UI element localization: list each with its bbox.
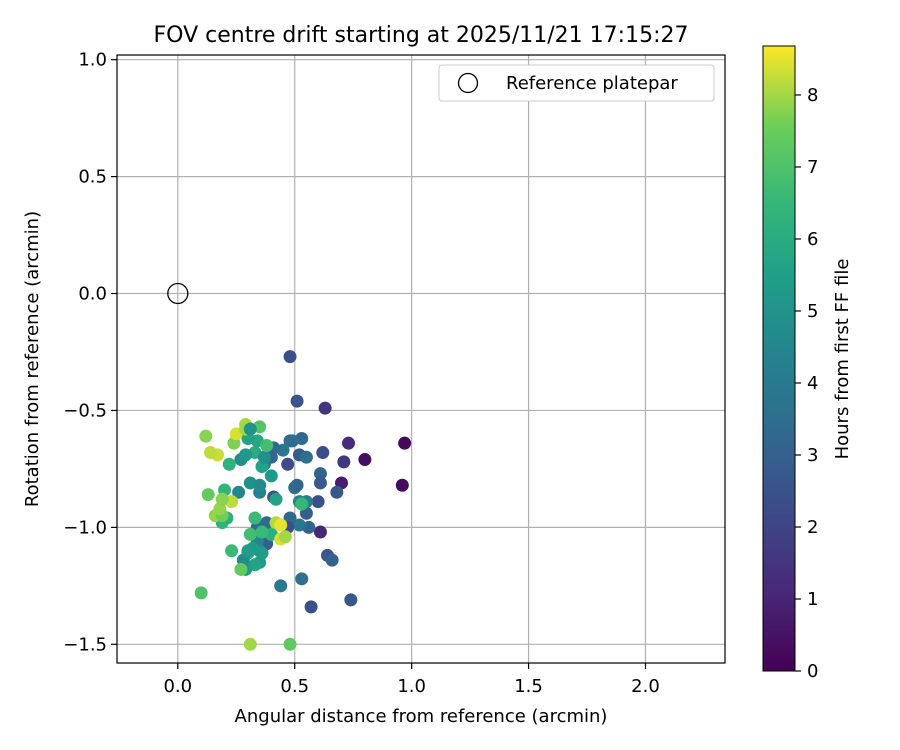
data-point [313,476,327,490]
data-point [316,446,330,460]
data-point [304,600,318,614]
data-point [278,530,292,544]
data-point [255,525,269,539]
legend-label-reference: Reference platepar [506,73,678,94]
plot-frame [116,54,726,664]
data-point [313,467,327,481]
colorbar-tick-label: 2 [807,517,818,538]
reference-platepar-marker [167,282,189,305]
data-point [241,544,255,558]
colorbar [762,45,796,672]
data-point [283,350,297,364]
data-point [358,453,372,467]
data-point [290,478,304,492]
data-point [290,394,304,408]
colorbar-tick-label: 8 [807,85,818,106]
data-point [398,436,412,450]
colorbar-tick-label: 1 [807,589,818,610]
data-point [264,469,278,483]
legend-box [438,64,715,102]
x-tick-label: 0.0 [163,676,192,697]
data-point [201,488,215,502]
data-point [253,478,267,492]
y-axis-label: Rotation from reference (arcmin) [22,211,43,507]
data-point [255,546,269,560]
data-point [204,446,218,460]
data-point [281,457,295,471]
data-point [313,525,327,539]
y-axis-ticks: −1.5 −1.0 −0.5 0.0 0.5 1.0 [63,50,117,655]
data-point [199,429,213,443]
data-point [194,586,208,600]
data-point [243,527,257,541]
data-point [311,495,325,509]
x-tick-label: 1.0 [397,676,426,697]
x-tick-label: 1.5 [514,676,543,697]
data-point [274,518,288,532]
legend-marker-reference [457,72,479,94]
data-points [194,350,412,651]
plot-area [117,55,725,663]
data-point [215,492,229,506]
y-tick-label: −1.5 [63,634,107,655]
colorbar-tick-label: 7 [807,157,818,178]
data-point [283,637,297,651]
data-point [330,485,344,499]
data-point [232,485,246,499]
data-point [395,478,409,492]
data-point [239,448,253,462]
x-axis-ticks: 0.0 0.5 1.0 1.5 2.0 [163,663,660,697]
y-tick-label: 0.0 [78,284,107,305]
x-tick-label: 0.5 [280,676,309,697]
data-point [269,492,283,506]
colorbar-tick-label: 4 [807,373,818,394]
data-point [299,450,313,464]
data-point [234,562,248,576]
data-point [243,637,257,651]
data-point [260,439,274,453]
reference-marker-group [167,282,189,305]
x-axis-label: Angular distance from reference (arcmin) [235,706,608,727]
y-tick-label: −1.0 [63,517,107,538]
data-point [295,572,309,586]
data-point [325,553,339,567]
data-point [248,511,262,525]
colorbar-tick-label: 0 [807,661,818,682]
colorbar-tick-label: 3 [807,445,818,466]
data-point [295,497,309,511]
y-tick-label: 0.5 [78,167,107,188]
data-point [344,593,358,607]
data-point [342,436,356,450]
chart-title: FOV centre drift starting at 2025/11/21 … [154,23,689,48]
data-point [285,434,299,448]
data-point [225,544,239,558]
x-tick-label: 2.0 [631,676,660,697]
colorbar-label: Hours from first FF file [832,259,853,460]
data-point [274,579,288,593]
data-point [257,450,271,464]
data-point [222,457,236,471]
y-tick-label: 1.0 [78,50,107,71]
data-point [243,422,257,436]
colorbar-tick-label: 5 [807,301,818,322]
colorbar-ticks: 0 1 2 3 4 5 6 7 8 [795,85,818,682]
data-point [292,518,306,532]
colorbar-tick-label: 6 [807,229,818,250]
data-point [318,401,332,415]
data-point [337,455,351,469]
legend: Reference platepar [438,64,715,102]
y-tick-label: −0.5 [63,400,107,421]
